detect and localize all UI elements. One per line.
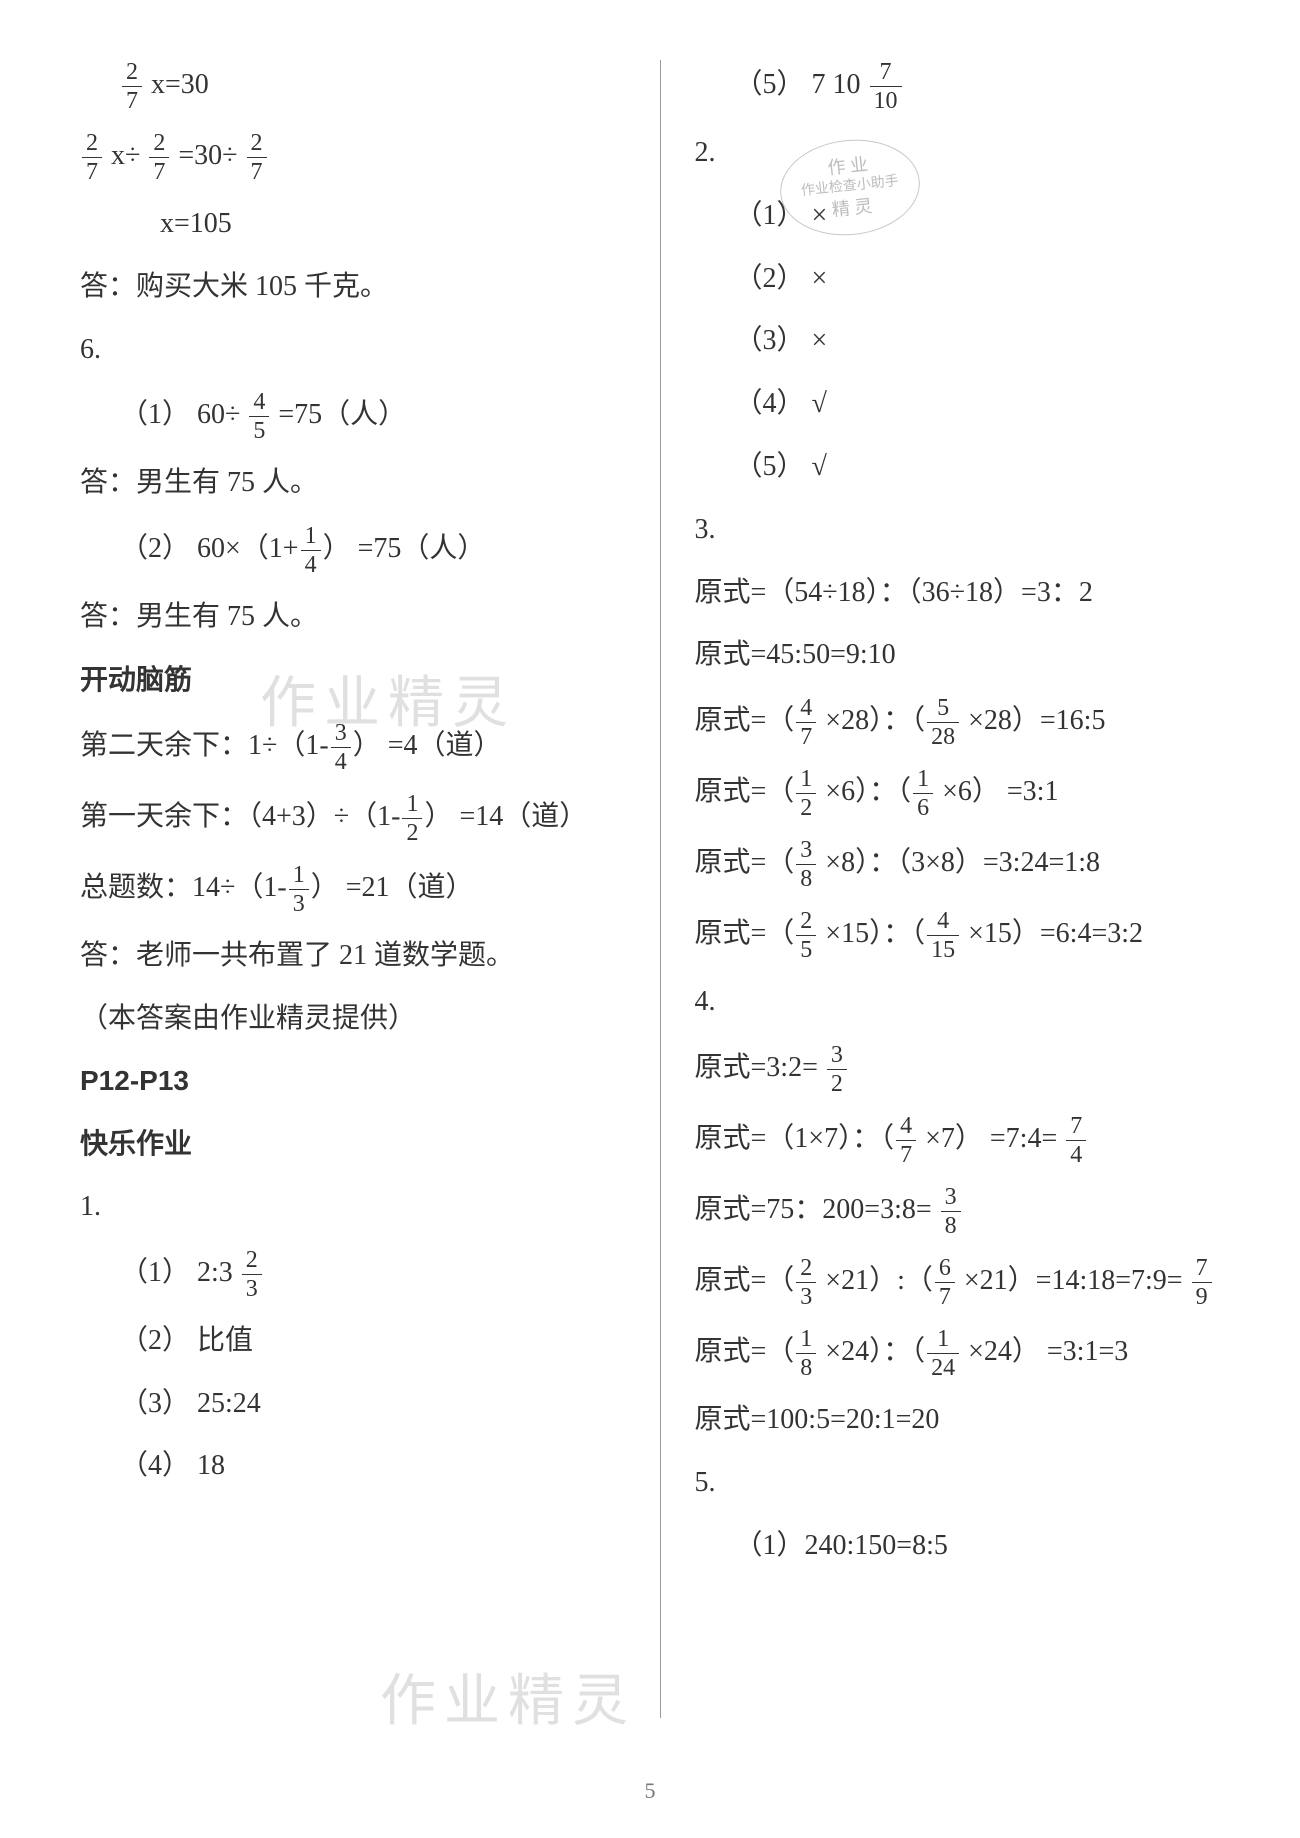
fraction: 32 <box>827 1043 847 1096</box>
q2-sub-2: （2） × <box>695 257 1241 302</box>
heading-pages: P12-P13 <box>80 1059 626 1104</box>
answer-4: 答：老师一共布置了 21 道数学题。 <box>80 934 626 979</box>
q1-sub-1: （1） 2:3 23 <box>80 1248 626 1301</box>
fraction: 38 <box>796 838 816 891</box>
left-column: 27 x=30 27 x÷ 27 =30÷ 27 x=105 答：购买大米 10… <box>80 60 656 1798</box>
fraction: 34 <box>331 721 351 774</box>
q5-heading: 5. <box>695 1461 1241 1506</box>
form-5: 原式=（18 ×24）：（124 ×24） =3:1=3 <box>695 1327 1241 1380</box>
fraction: 23 <box>242 1248 262 1301</box>
form-6: 原式=100:5=20:1=20 <box>695 1398 1241 1443</box>
heading-kaidongnaojin: 开动脑筋 <box>80 658 626 703</box>
fraction: 710 <box>870 60 902 113</box>
expr-5: 原式=（38 ×8）：（3×8）=3:24=1:8 <box>695 838 1241 891</box>
day1-line: 第一天余下：（4+3）÷（1-12） =14（道） <box>80 792 626 845</box>
fraction: 13 <box>289 863 309 916</box>
fraction: 12 <box>796 767 816 820</box>
eq-line-2: 27 x÷ 27 =30÷ 27 <box>80 131 626 184</box>
day2-line: 第二天余下：1÷（1-34） =4（道） <box>80 721 626 774</box>
eq-line-1: 27 x=30 <box>80 60 626 113</box>
expr-3: 原式=（47 ×28）：（528 ×28）=16:5 <box>695 696 1241 749</box>
q6-heading: 6. <box>80 328 626 373</box>
q4-heading: 4. <box>695 980 1241 1025</box>
fraction: 67 <box>935 1256 955 1309</box>
page-container: 27 x=30 27 x÷ 27 =30÷ 27 x=105 答：购买大米 10… <box>0 0 1300 1838</box>
fraction: 74 <box>1066 1114 1086 1167</box>
fraction: 47 <box>896 1114 916 1167</box>
fraction: 79 <box>1192 1256 1212 1309</box>
q1-heading: 1. <box>80 1185 626 1230</box>
heading-kuailezuoye: 快乐作业 <box>80 1122 626 1167</box>
fraction: 124 <box>927 1327 959 1380</box>
right-column: （5） 7 10 710 2. （1） × （2） × （3） × （4） √ … <box>665 60 1241 1798</box>
form-1: 原式=3:2= 32 <box>695 1043 1241 1096</box>
fraction: 27 <box>82 131 102 184</box>
form-3: 原式=75：200=3:8= 38 <box>695 1185 1241 1238</box>
q1-sub-4: （4） 18 <box>80 1444 626 1489</box>
eq-line-3: x=105 <box>80 202 626 247</box>
q2-heading: 2. <box>695 131 1241 176</box>
fraction: 47 <box>796 696 816 749</box>
q2-sub-4: （4） √ <box>695 382 1241 427</box>
expr-2: 原式=45:50=9:10 <box>695 633 1241 678</box>
total-line: 总题数：14÷（1-13） =21（道） <box>80 863 626 916</box>
fraction: 14 <box>301 524 321 577</box>
fraction: 27 <box>149 131 169 184</box>
provider-note: （本答案由作业精灵提供） <box>80 997 626 1042</box>
fraction: 528 <box>927 696 959 749</box>
fraction: 16 <box>913 767 933 820</box>
fraction: 415 <box>927 909 959 962</box>
fraction: 18 <box>796 1327 816 1380</box>
q2-sub-1: （1） × <box>695 194 1241 239</box>
expr-1: 原式=（54÷18）：（36÷18）=3：2 <box>695 571 1241 616</box>
expr-4: 原式=（12 ×6）：（16 ×6） =3:1 <box>695 767 1241 820</box>
fraction: 38 <box>941 1185 961 1238</box>
expr-6: 原式=（25 ×15）：（415 ×15）=6:4=3:2 <box>695 909 1241 962</box>
form-4: 原式=（23 ×21）:（67 ×21）=14:18=7:9= 79 <box>695 1256 1241 1309</box>
column-divider <box>660 60 661 1718</box>
fraction: 27 <box>122 60 142 113</box>
q1-sub-3: （3） 25:24 <box>80 1382 626 1427</box>
fraction: 23 <box>796 1256 816 1309</box>
fraction: 45 <box>249 390 269 443</box>
fraction: 27 <box>247 131 267 184</box>
q6-sub-1: （1） 60÷ 45 =75（人） <box>80 390 626 443</box>
q6-sub-2: （2） 60×（1+14） =75（人） <box>80 524 626 577</box>
answer-1: 答：购买大米 105 千克。 <box>80 265 626 310</box>
q5-sub-1: （1）240:150=8:5 <box>695 1524 1241 1569</box>
q2-sub-5: （5） √ <box>695 445 1241 490</box>
answer-2: 答：男生有 75 人。 <box>80 461 626 506</box>
q2-sub-3: （3） × <box>695 319 1241 364</box>
q1-sub-2: （2） 比值 <box>80 1319 626 1364</box>
page-number: 5 <box>645 1773 656 1808</box>
fraction: 12 <box>402 792 422 845</box>
q3-heading: 3. <box>695 508 1241 553</box>
form-2: 原式=（1×7）：（47 ×7） =7:4= 74 <box>695 1114 1241 1167</box>
q1-sub-5: （5） 7 10 710 <box>695 60 1241 113</box>
answer-3: 答：男生有 75 人。 <box>80 595 626 640</box>
fraction: 25 <box>796 909 816 962</box>
